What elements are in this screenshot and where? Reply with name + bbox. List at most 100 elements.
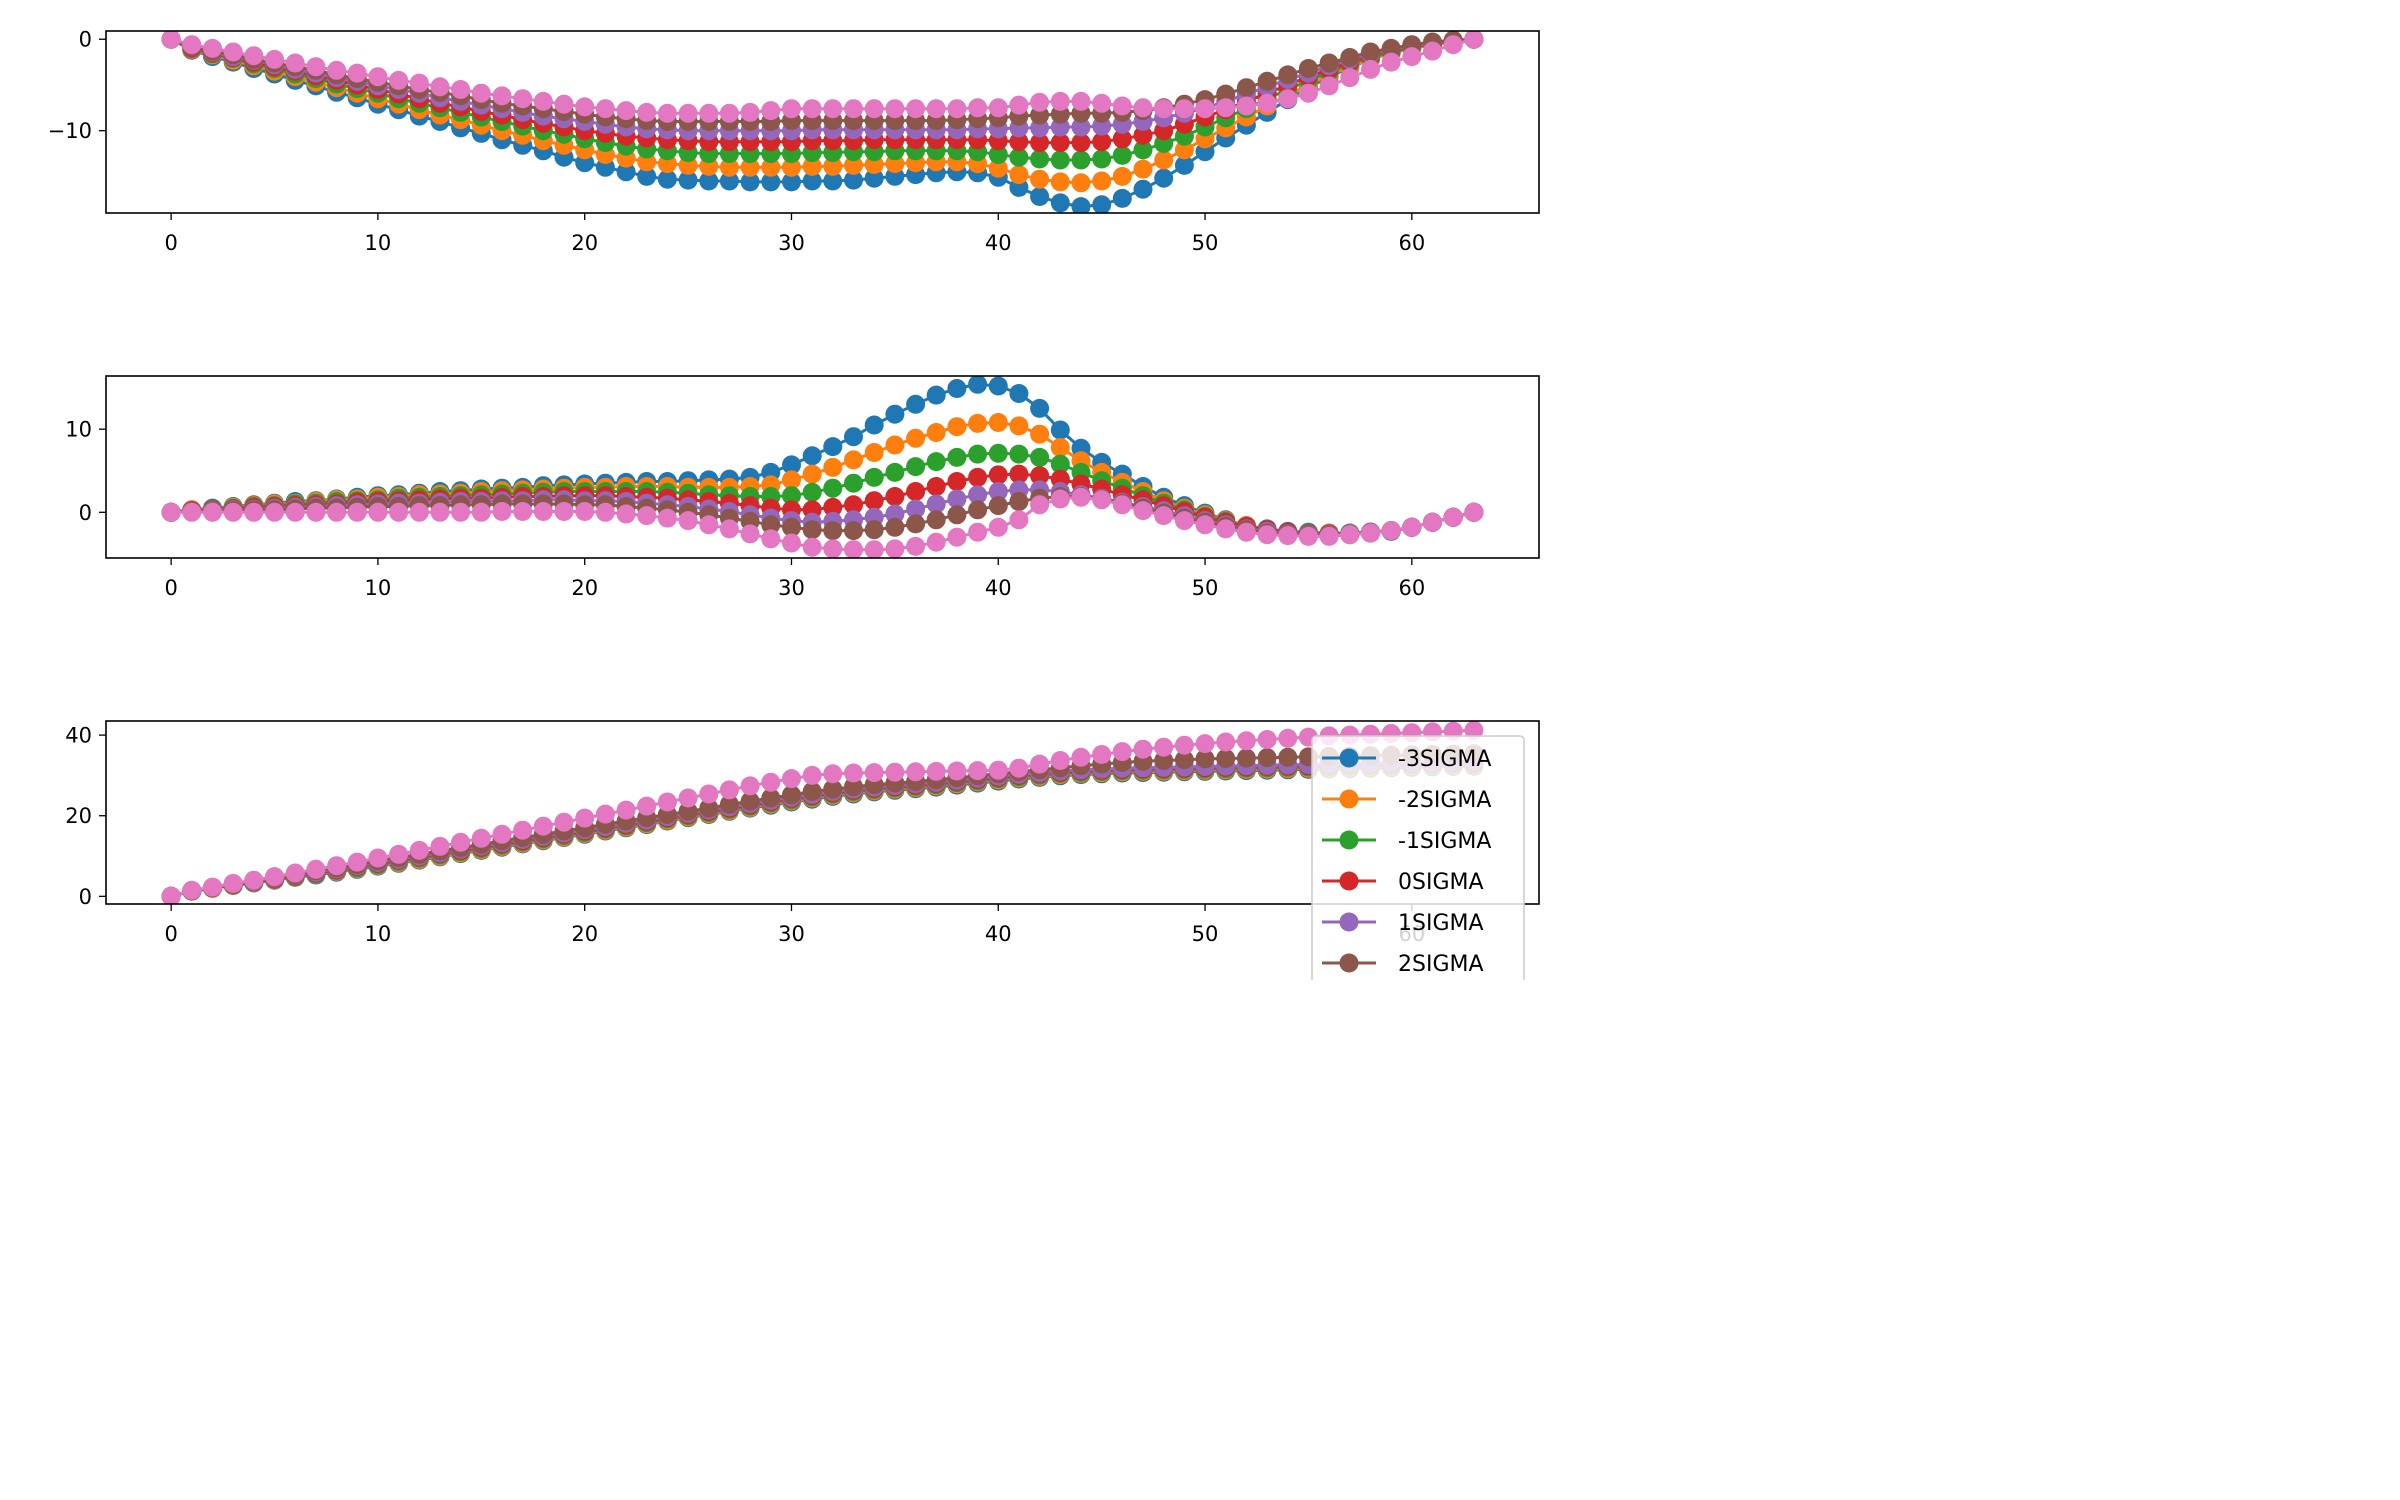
x-tick-label: 10 [365,922,392,946]
data-point [182,35,202,55]
data-point [389,502,409,522]
data-point [1381,52,1401,72]
data-point [161,502,181,522]
data-point [968,485,988,505]
data-point [492,824,512,844]
data-point [182,880,202,900]
data-point [864,168,884,188]
data-point [575,808,595,828]
legend-entry: -1SIGMA [1322,829,1491,854]
data-point [533,816,553,836]
data-point [409,73,429,93]
data-point [823,171,843,191]
data-point [1030,149,1050,169]
data-point [947,472,967,491]
data-point [864,763,884,783]
data-point [471,502,491,522]
x-tick-label: 60 [1398,576,1425,600]
data-point [719,171,739,191]
data-point [719,780,739,800]
data-point [1361,523,1380,543]
data-point [926,452,946,472]
data-point [1050,454,1070,474]
data-point [1030,187,1050,206]
data-point [1174,155,1194,175]
data-point [761,101,781,121]
data-point [223,42,243,62]
data-point [203,877,222,897]
data-point [513,89,533,109]
data-point [1030,92,1050,112]
data-point [223,873,243,893]
data-point [1009,444,1029,464]
data-point [699,103,719,123]
y-tick-label: 0 [79,501,92,525]
data-point [740,524,760,544]
data-point [1174,750,1194,770]
data-point [782,470,801,490]
x-tick-label: 50 [1192,231,1219,255]
data-point [844,473,863,493]
data-point [988,517,1008,537]
data-point [1133,739,1153,759]
series-unlabeled-7 [161,721,1484,904]
data-point [1009,132,1029,152]
data-point [906,762,926,782]
data-point [1423,41,1442,61]
data-point [161,31,181,49]
data-point [637,796,657,816]
data-point [1298,83,1318,103]
data-point [968,500,988,520]
data-point [1009,165,1029,185]
x-tick-label: 10 [365,231,392,255]
data-point [968,444,988,464]
data-point [823,779,843,799]
data-point [1009,758,1029,778]
data-point [885,539,905,558]
y-tick-label: 0 [79,885,92,909]
data-point [1236,522,1256,542]
data-point [657,792,677,812]
series-line [170,37,1475,185]
data-point [1174,735,1194,755]
series-line [170,37,1475,209]
series-line [170,37,1475,133]
data-point [802,156,822,176]
data-point [513,502,533,521]
data-point [678,103,698,123]
data-point [1319,53,1339,73]
data-point [1092,149,1112,169]
data-point [1278,89,1298,109]
data-point [802,99,822,119]
data-point [988,760,1008,780]
data-point [761,515,781,535]
data-point [595,99,615,119]
data-point [1092,745,1112,764]
data-point [368,848,388,868]
data-point [306,502,326,522]
data-point [968,98,988,118]
data-point [1236,78,1256,98]
figure: 0 10 20 30 40 50 60 0 −10 0 10 20 30 40 50 60 0 10 0 10 20 30… [48,28,1540,980]
data-point [1319,526,1339,546]
data-point [844,495,863,515]
data-point [699,515,719,535]
data-point [947,527,967,547]
data-point [1112,96,1132,116]
x-tick-label: 40 [985,576,1012,600]
data-point [1071,150,1091,170]
data-point [616,101,636,121]
series-line [170,761,1474,898]
data-point [1340,525,1360,545]
data-point [761,172,781,192]
legend-marker [1339,871,1359,891]
data-point [885,517,905,537]
series-line [170,472,1475,536]
legend-label: -1SIGMA [1398,829,1491,854]
legend-entry: 0SIGMA [1322,870,1484,895]
x-tick-label: 20 [571,231,598,255]
x-tick-label: 0 [164,576,177,600]
data-point [782,455,801,475]
legend-marker [1339,748,1359,768]
data-point [1195,99,1215,119]
